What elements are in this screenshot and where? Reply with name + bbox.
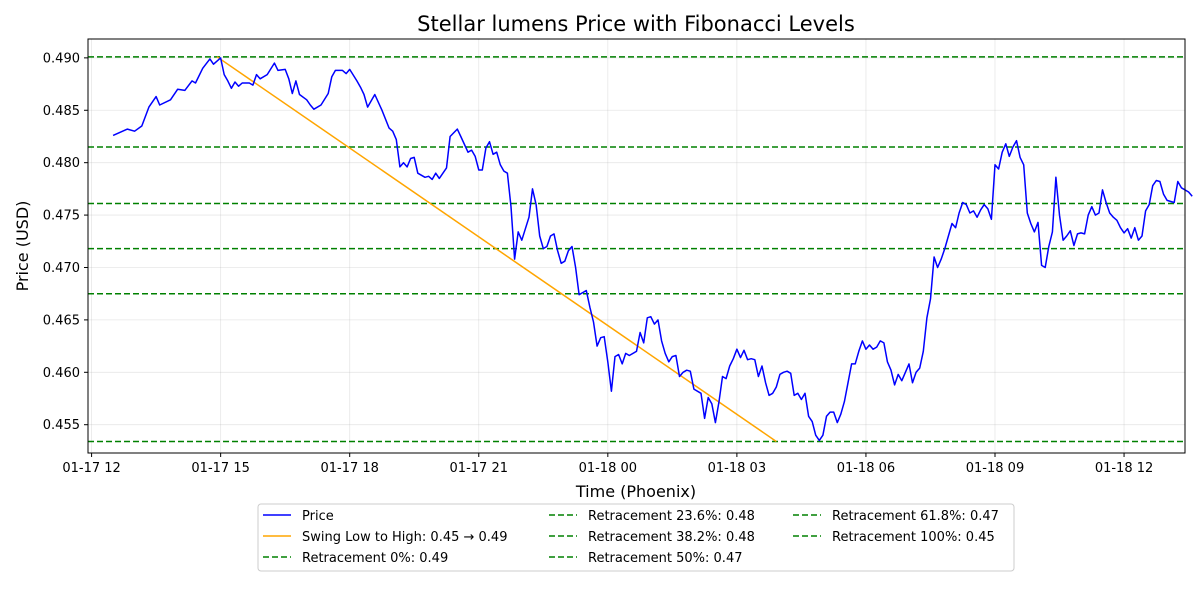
x-tick-label: 01-18 03 [708,461,766,476]
legend-label: Retracement 0%: 0.49 [302,551,448,566]
x-tick-label: 01-18 06 [837,461,895,476]
legend-label: Retracement 23.6%: 0.48 [588,509,755,524]
plot-area [87,38,1186,454]
x-tick-label: 01-18 00 [579,461,637,476]
legend-label: Retracement 100%: 0.45 [832,530,995,545]
price-line [112,57,1193,442]
legend-label: Retracement 61.8%: 0.47 [832,509,999,524]
price-line-layer [112,57,1193,442]
legend: Price Swing Low to High: 0.45 → 0.49 Retra… [257,503,1015,572]
x-tick-label: 01-17 15 [191,461,249,476]
y-tick-label: 0.480 [43,156,80,171]
x-tick-label: 01-17 18 [320,461,378,476]
y-tick-label: 0.485 [43,104,80,119]
x-tick-label: 01-17 21 [450,461,508,476]
y-tick-label: 0.490 [43,51,80,66]
x-axis-label: Time (Phoenix) [575,482,696,501]
y-tick-label: 0.465 [43,313,80,328]
y-axis-label: Price (USD) [13,201,32,292]
y-tick-label: 0.475 [43,209,80,224]
y-tick-label: 0.460 [43,366,80,381]
x-tick-label: 01-18 09 [966,461,1024,476]
x-tick-label: 01-18 12 [1095,461,1153,476]
swing-line-layer [216,56,777,443]
grid [88,39,1185,453]
y-tick-label: 0.455 [43,418,80,433]
swing-line [216,56,777,443]
y-tick-label: 0.470 [43,261,80,276]
chart-title: Stellar lumens Price with Fibonacci Leve… [417,12,855,36]
x-axis-ticks: 01-17 12 01-17 15 01-17 18 01-17 21 01-18 00… [62,453,1153,476]
legend-label: Swing Low to High: 0.45 → 0.49 [302,530,507,545]
legend-label: Price [302,509,334,524]
y-axis-ticks: 0.455 0.460 0.465 0.470 0.475 0.480 0.485 0.490 [43,51,88,433]
legend-label: Retracement 38.2%: 0.48 [588,530,755,545]
fibonacci-levels [88,56,1185,443]
x-tick-label: 01-17 12 [62,461,120,476]
legend-label: Retracement 50%: 0.47 [588,551,742,566]
legend-box [257,503,1015,572]
